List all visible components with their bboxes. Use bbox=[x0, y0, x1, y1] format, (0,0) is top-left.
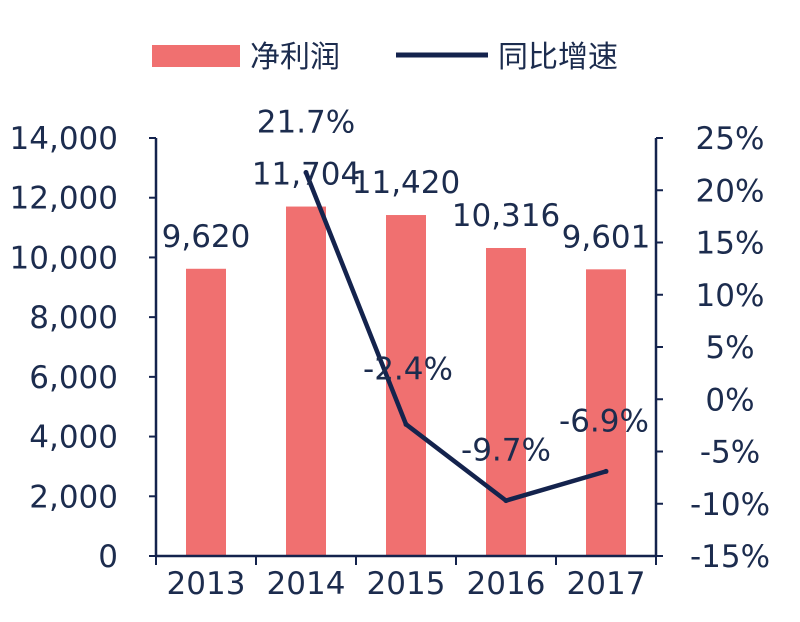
bar-2017 bbox=[586, 269, 626, 556]
y-right-tick-label: 20% bbox=[696, 173, 765, 209]
legend-swatch-net-profit bbox=[152, 45, 240, 67]
y-left-tick-label: 14,000 bbox=[10, 121, 118, 157]
y-left-tick-label: 4,000 bbox=[29, 420, 118, 456]
growth-value-label-2017: -6.9% bbox=[559, 403, 649, 439]
y-left-tick-label: 8,000 bbox=[29, 300, 118, 336]
bar-value-label-2017: 9,601 bbox=[562, 219, 651, 255]
bar-2014 bbox=[286, 206, 326, 556]
x-tick-label-2013: 2013 bbox=[167, 566, 246, 602]
y-right-tick-label: -5% bbox=[700, 435, 760, 471]
y-right-tick-label: 25% bbox=[696, 121, 765, 157]
growth-value-label-2014: 21.7% bbox=[257, 104, 355, 140]
bar-2013 bbox=[186, 268, 226, 556]
growth-point bbox=[503, 498, 509, 504]
y-left-tick-label: 2,000 bbox=[29, 479, 118, 515]
legend-label-yoy-growth: 同比增速 bbox=[498, 40, 618, 75]
x-tick-label-2015: 2015 bbox=[367, 566, 446, 602]
bar-value-label-2015: 11,420 bbox=[352, 165, 460, 201]
y-right-tick-label: 10% bbox=[696, 278, 765, 314]
growth-value-label-2015: -2.4% bbox=[363, 351, 453, 387]
growth-value-label-2016: -9.7% bbox=[461, 433, 551, 469]
x-tick-label-2016: 2016 bbox=[467, 566, 546, 602]
bar-value-label-2013: 9,620 bbox=[162, 219, 251, 255]
bar-value-label-2016: 10,316 bbox=[452, 198, 560, 234]
y-right-tick-label: 5% bbox=[705, 330, 754, 366]
y-left-tick-label: 0 bbox=[98, 539, 118, 575]
y-right-tick-label: -15% bbox=[690, 539, 770, 575]
y-right-tick-label: -10% bbox=[690, 487, 770, 523]
growth-point bbox=[603, 468, 609, 474]
y-right-tick-label: 15% bbox=[696, 226, 765, 262]
bar-2016 bbox=[486, 247, 526, 556]
legend: 净利润 同比增速 bbox=[152, 40, 618, 75]
bar-value-label-2014: 11,704 bbox=[252, 157, 360, 193]
bars bbox=[186, 206, 626, 556]
y-left-tick-label: 6,000 bbox=[29, 360, 118, 396]
x-tick-label-2017: 2017 bbox=[567, 566, 646, 602]
y-right-tick-label: 0% bbox=[705, 382, 754, 418]
legend-label-net-profit: 净利润 bbox=[250, 40, 340, 75]
y-left-tick-label: 12,000 bbox=[10, 181, 118, 217]
growth-line-path bbox=[303, 171, 607, 503]
y-left-tick-label: 10,000 bbox=[10, 240, 118, 276]
growth-point bbox=[303, 169, 309, 175]
x-tick-label-2014: 2014 bbox=[267, 566, 346, 602]
growth-point bbox=[403, 421, 409, 427]
growth-line bbox=[303, 169, 609, 504]
axes: 14,000 12,000 10,000 8,000 6,000 4,000 2,000 0 2… bbox=[10, 121, 771, 602]
